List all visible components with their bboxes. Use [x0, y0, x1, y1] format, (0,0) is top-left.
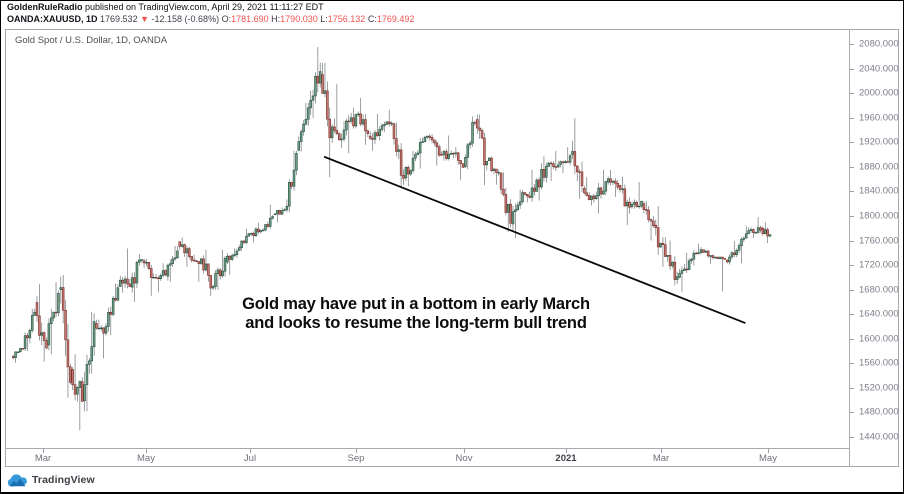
- publish-info-text: published on TradingView.com, April 29, …: [82, 2, 324, 12]
- time-axis-tick: [146, 449, 147, 453]
- price-axis-tick: [850, 117, 854, 119]
- time-axis-tick: [250, 449, 251, 453]
- price-axis-label: 1720.000: [859, 259, 899, 271]
- chart-annotation: Gold may have put in a bottom in early M…: [235, 295, 597, 333]
- price-axis-tick: [850, 412, 854, 414]
- price-change: -12.158 (-0.68%): [151, 14, 220, 24]
- price-axis-label: 1840.000: [859, 185, 899, 197]
- time-axis-label: 2021: [555, 453, 577, 464]
- publisher-name: GoldenRuleRadio: [7, 2, 83, 12]
- price-axis-tick: [850, 166, 854, 168]
- open-value: 1781.690: [231, 14, 269, 24]
- time-axis-label: Mar: [652, 453, 670, 464]
- ticker-line: OANDA:XAUUSD, 1D 1769.532 ▼ -12.158 (-0.…: [7, 14, 414, 24]
- price-axis-label: 1760.000: [859, 235, 899, 246]
- down-arrow-icon: ▼: [140, 14, 150, 24]
- time-axis-tick: [356, 449, 357, 453]
- price-axis-label: 1640.000: [859, 308, 899, 320]
- price-axis-tick: [850, 68, 854, 70]
- price-axis-label: 1880.000: [859, 161, 899, 173]
- price-axis-label: 1680.000: [859, 284, 899, 296]
- footer: TradingView: [7, 470, 95, 490]
- price-axis-tick: [850, 215, 854, 217]
- price-axis-tick: [850, 338, 854, 340]
- time-axis-tick: [661, 449, 662, 453]
- price-axis-label: 1440.000: [859, 431, 899, 443]
- last-price: 1769.532: [100, 14, 138, 24]
- price-axis-tick: [850, 437, 854, 438]
- price-axis[interactable]: 2080.000 2040.000 2000.000 1960.000 1920.000…: [849, 30, 899, 466]
- time-axis-label: Mar: [34, 453, 52, 464]
- price-axis-tick: [850, 314, 854, 316]
- publish-info-line: GoldenRuleRadio published on TradingView…: [7, 2, 324, 12]
- low-value: 1756.132: [327, 14, 366, 24]
- time-axis-label: Jul: [243, 453, 257, 464]
- time-axis-label: Nov: [455, 453, 473, 464]
- annotation-line-2: and looks to resume the long-term bull t…: [245, 313, 587, 332]
- ticker-symbol: OANDA:XAUUSD, 1D: [7, 14, 98, 24]
- price-axis-tick: [850, 240, 854, 242]
- price-axis-label: 1800.000: [859, 210, 899, 222]
- high-label: H:: [271, 14, 281, 24]
- time-axis-label: May: [137, 453, 155, 464]
- time-axis[interactable]: Mar May Jul Sep Nov 2021 Mar May: [6, 448, 849, 466]
- price-axis-label: 1480.000: [859, 406, 899, 418]
- open-label: O:: [221, 14, 232, 24]
- price-axis-tick: [850, 387, 854, 389]
- tradingview-logo-icon[interactable]: [7, 473, 27, 488]
- price-axis-tick: [850, 44, 854, 45]
- price-axis-label: 1560.000: [859, 357, 899, 369]
- price-axis-tick: [850, 265, 854, 267]
- high-value: 1790.030: [280, 14, 318, 24]
- price-axis-label: 2080.000: [859, 38, 899, 50]
- price-axis-label: 2040.000: [859, 63, 899, 75]
- price-axis-label: 2000.000: [859, 87, 899, 99]
- price-axis-tick: [850, 363, 854, 365]
- close-label: C:: [367, 14, 377, 24]
- candlestick-chart[interactable]: [6, 30, 849, 448]
- price-axis-label: 1520.000: [859, 382, 899, 394]
- time-axis-tick: [464, 449, 465, 453]
- time-axis-tick: [43, 449, 44, 453]
- chart-title: Gold Spot / U.S. Dollar, 1D, OANDA: [15, 35, 168, 46]
- close-value: 1769.492: [376, 14, 415, 24]
- annotation-line-1: Gold may have put in a bottom in early M…: [242, 295, 590, 313]
- time-axis-label: Sep: [347, 453, 365, 464]
- time-axis-tick: [566, 449, 567, 453]
- trendline[interactable]: [323, 156, 746, 324]
- price-axis-tick: [850, 142, 854, 144]
- price-axis-tick: [850, 289, 854, 291]
- chart-frame: Gold Spot / U.S. Dollar, 1D, OANDA Gold …: [5, 29, 899, 467]
- price-axis-label: 1920.000: [859, 136, 899, 148]
- price-axis-tick: [850, 93, 854, 95]
- time-axis-label: May: [759, 453, 777, 464]
- low-label: L:: [320, 14, 328, 24]
- time-axis-tick: [768, 449, 769, 453]
- tradingview-brand-text[interactable]: TradingView: [32, 474, 95, 486]
- price-axis-tick: [850, 191, 854, 193]
- price-axis-label: 1600.000: [859, 333, 899, 345]
- price-axis-label: 1960.000: [859, 112, 899, 124]
